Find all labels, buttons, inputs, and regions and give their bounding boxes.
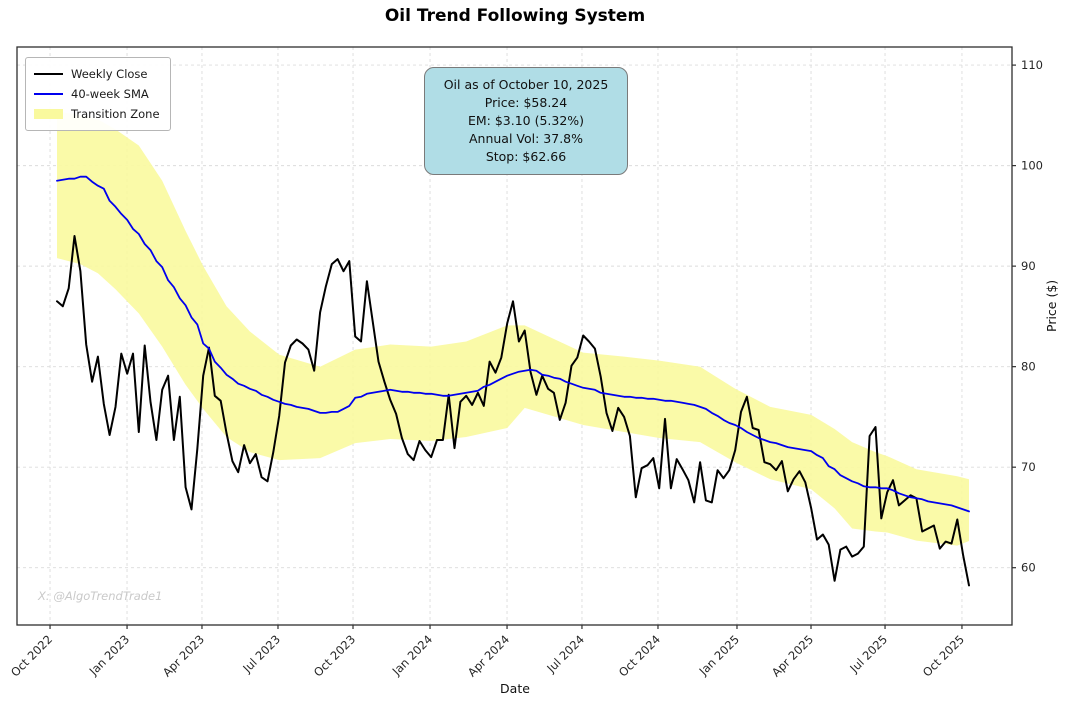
legend-item-transition-zone: Transition Zone <box>34 104 160 124</box>
x-axis: Oct 2022 Jan 2023 Apr 2023 Jul 2023 Oct 2023… <box>8 625 967 679</box>
watermark: X: @AlgoTrendTrade1 <box>38 589 163 603</box>
x-tick-label: Jan 2025 <box>696 632 742 678</box>
x-tick-label: Jul 2025 <box>846 632 890 676</box>
sma-line <box>56 175 970 513</box>
x-tick-label: Jan 2024 <box>389 632 435 678</box>
infobox-asof-line: Oil as of October 10, 2025 <box>443 77 609 92</box>
status-infobox: Oil as of October 10, 2025 Price: $58.24… <box>424 67 628 175</box>
x-tick-label: Oct 2022 <box>8 632 55 679</box>
infobox-vol-line: Annual Vol: 37.8% <box>468 131 584 146</box>
infobox-stop-line: Stop: $62.66 <box>485 149 567 164</box>
chart-title: Oil Trend Following System <box>384 6 646 26</box>
legend-item-sma: 40-week SMA <box>34 84 160 104</box>
x-tick-label: Jan 2023 <box>86 632 132 678</box>
x-tick-label: Apr 2023 <box>160 632 207 679</box>
y-tick-label: 110 <box>1021 58 1043 72</box>
x-tick-label: Oct 2024 <box>616 632 663 679</box>
y-tick-label: 90 <box>1021 259 1036 273</box>
y-tick-label: 70 <box>1021 460 1036 474</box>
y-axis-label: Price ($) <box>1044 279 1059 332</box>
x-tick-label: Apr 2025 <box>769 632 816 679</box>
x-tick-label: Jul 2023 <box>239 632 283 676</box>
legend-label: Transition Zone <box>71 107 160 121</box>
transition-zone-swatch <box>34 108 63 120</box>
transition-zone-band <box>57 111 969 546</box>
legend-item-weekly-close: Weekly Close <box>34 64 160 84</box>
legend-label: 40-week SMA <box>71 87 149 101</box>
sma-line-swatch <box>34 88 63 100</box>
x-tick-label: Jul 2024 <box>543 632 587 676</box>
x-tick-label: Oct 2025 <box>920 632 967 679</box>
y-axis: 60 70 80 90 100 110 <box>1012 58 1043 575</box>
infobox-price-line: Price: $58.24 <box>484 95 568 110</box>
legend: Weekly Close 40-week SMA Transition Zone <box>25 57 171 131</box>
x-tick-label: Apr 2024 <box>465 632 512 679</box>
y-tick-label: 100 <box>1021 159 1043 173</box>
x-tick-label: Oct 2023 <box>311 632 358 679</box>
y-tick-label: 80 <box>1021 360 1036 374</box>
legend-label: Weekly Close <box>71 67 148 81</box>
infobox-em-line: EM: $3.10 (5.32%) <box>467 113 585 128</box>
plot-frame <box>16 46 1013 626</box>
y-tick-label: 60 <box>1021 561 1036 575</box>
x-axis-label: Date <box>500 681 530 696</box>
weekly-close-line-swatch <box>34 68 63 80</box>
